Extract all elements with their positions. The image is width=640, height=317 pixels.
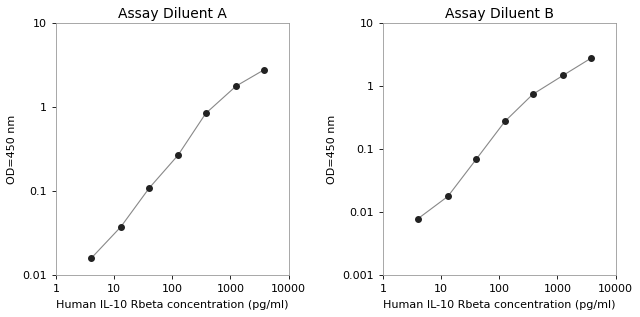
Y-axis label: OD=450 nm: OD=450 nm (7, 115, 17, 184)
Title: Assay Diluent B: Assay Diluent B (445, 7, 554, 21)
Y-axis label: OD=450 nm: OD=450 nm (327, 115, 337, 184)
Title: Assay Diluent A: Assay Diluent A (118, 7, 227, 21)
X-axis label: Human IL-10 Rbeta concentration (pg/ml): Human IL-10 Rbeta concentration (pg/ml) (383, 300, 616, 310)
X-axis label: Human IL-10 Rbeta concentration (pg/ml): Human IL-10 Rbeta concentration (pg/ml) (56, 300, 289, 310)
